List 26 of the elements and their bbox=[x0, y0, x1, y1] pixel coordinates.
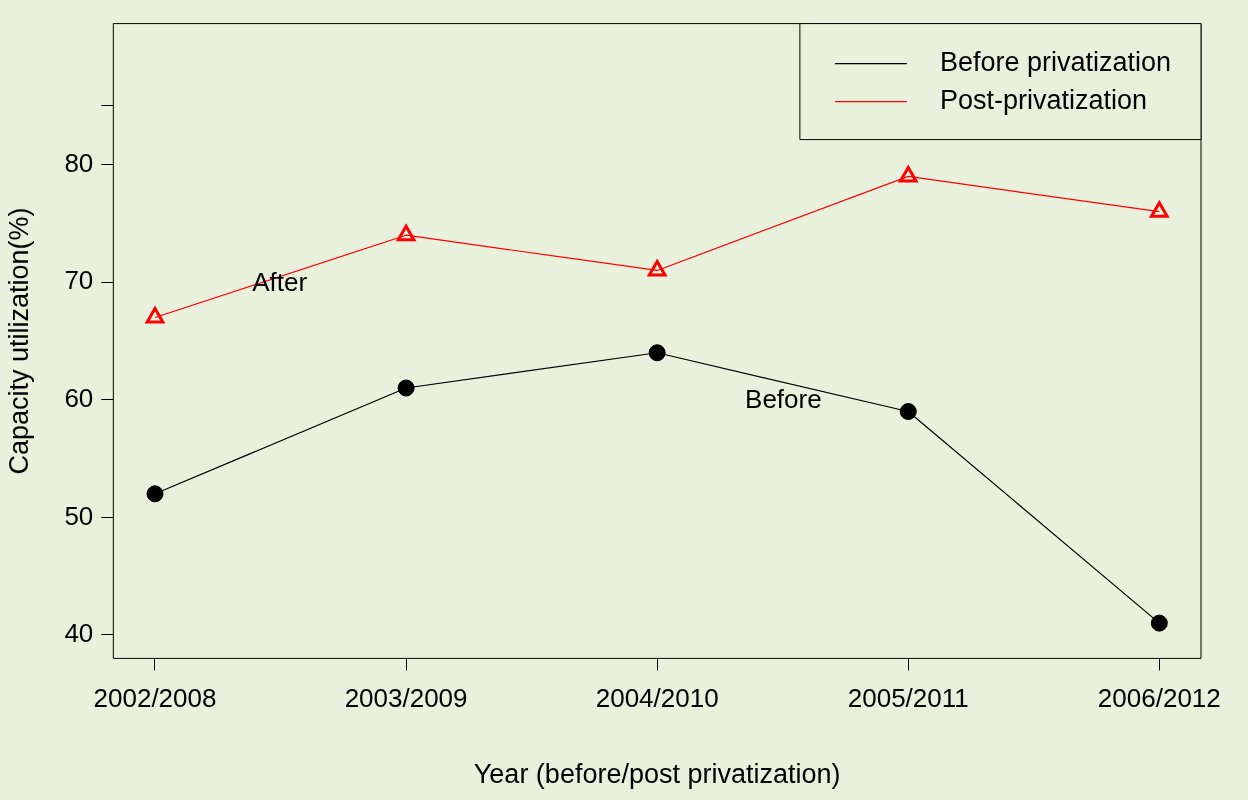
x-tick-label: 2004/2010 bbox=[595, 683, 719, 714]
y-tick-label: 80 bbox=[64, 147, 94, 178]
y-tick-label: 70 bbox=[64, 265, 94, 296]
point bbox=[146, 485, 164, 503]
point bbox=[397, 379, 415, 397]
x-tick-label: 2003/2009 bbox=[344, 683, 468, 714]
y-axis-title: Capacity utilization(%) bbox=[3, 207, 34, 475]
point bbox=[898, 165, 918, 183]
x-axis-title: Year (before/post privatization) bbox=[473, 759, 841, 790]
y-tick-label: 60 bbox=[64, 382, 94, 413]
point bbox=[647, 259, 667, 277]
annotation: Before bbox=[745, 384, 822, 415]
x-tick-label: 2005/2011 bbox=[847, 683, 969, 714]
point bbox=[1150, 201, 1169, 218]
point bbox=[1150, 614, 1168, 632]
x-tick-label: 2006/2012 bbox=[1097, 683, 1221, 714]
y-tick-label: 50 bbox=[64, 500, 94, 531]
point bbox=[899, 403, 917, 421]
point bbox=[145, 306, 165, 324]
legend-label: Post-privatization bbox=[939, 85, 1147, 116]
annotation: After bbox=[252, 267, 308, 298]
x-tick-label: 2002/2008 bbox=[93, 683, 217, 714]
point bbox=[648, 344, 666, 362]
point bbox=[396, 224, 416, 242]
y-tick-label: 40 bbox=[64, 618, 94, 649]
legend-label: Before privatization bbox=[939, 47, 1171, 78]
